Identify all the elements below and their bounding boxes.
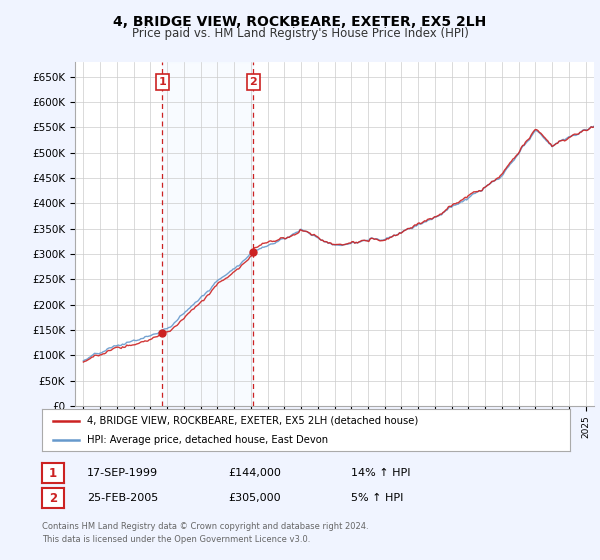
Text: £305,000: £305,000 [228, 493, 281, 503]
Text: 1: 1 [49, 466, 57, 480]
Text: 5% ↑ HPI: 5% ↑ HPI [351, 493, 403, 503]
Text: 25-FEB-2005: 25-FEB-2005 [87, 493, 158, 503]
Text: 17-SEP-1999: 17-SEP-1999 [87, 468, 158, 478]
Text: £144,000: £144,000 [228, 468, 281, 478]
Text: HPI: Average price, detached house, East Devon: HPI: Average price, detached house, East… [87, 435, 328, 445]
Text: 2: 2 [250, 77, 257, 87]
Bar [163, 62, 253, 406]
Text: 14% ↑ HPI: 14% ↑ HPI [351, 468, 410, 478]
Text: 1: 1 [158, 77, 166, 87]
Text: 4, BRIDGE VIEW, ROCKBEARE, EXETER, EX5 2LH (detached house): 4, BRIDGE VIEW, ROCKBEARE, EXETER, EX5 2… [87, 416, 418, 426]
Text: 2: 2 [49, 492, 57, 505]
Text: 4, BRIDGE VIEW, ROCKBEARE, EXETER, EX5 2LH: 4, BRIDGE VIEW, ROCKBEARE, EXETER, EX5 2… [113, 15, 487, 29]
Text: Price paid vs. HM Land Registry's House Price Index (HPI): Price paid vs. HM Land Registry's House … [131, 27, 469, 40]
Text: Contains HM Land Registry data © Crown copyright and database right 2024.
This d: Contains HM Land Registry data © Crown c… [42, 522, 368, 544]
